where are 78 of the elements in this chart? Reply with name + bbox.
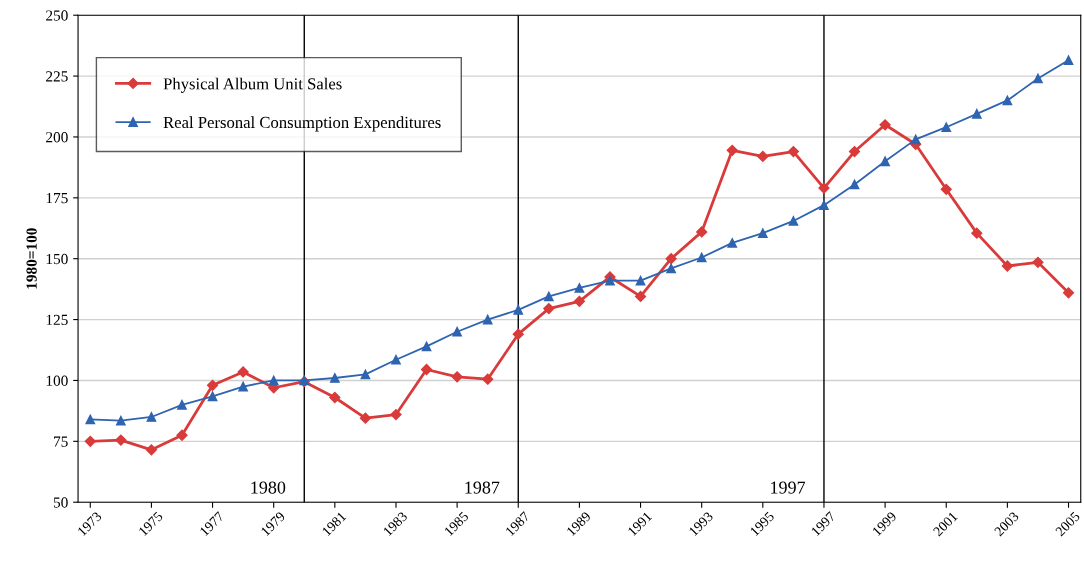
point	[420, 363, 433, 376]
point	[390, 408, 402, 421]
point	[176, 429, 188, 441]
point	[818, 182, 830, 194]
point	[788, 216, 799, 226]
y-axis-title: 1980=100	[26, 228, 37, 289]
y-tick-label: 250	[46, 10, 68, 21]
y-tick-label: 200	[46, 132, 68, 143]
point	[206, 379, 219, 391]
point	[512, 328, 524, 340]
point	[727, 238, 738, 248]
point	[451, 371, 463, 383]
point	[787, 145, 799, 158]
ref-line-label: 1997	[771, 481, 806, 494]
point	[635, 275, 646, 286]
point	[513, 304, 524, 315]
point	[359, 412, 372, 424]
point	[971, 108, 982, 119]
point	[543, 303, 555, 315]
point	[421, 341, 432, 352]
y-tick-label: 150	[46, 253, 68, 265]
point	[238, 381, 248, 392]
point	[1002, 95, 1013, 106]
point	[268, 375, 279, 386]
point	[329, 373, 340, 383]
point	[1001, 260, 1013, 272]
point	[329, 391, 341, 404]
point	[237, 366, 249, 378]
point	[84, 435, 96, 447]
point	[1033, 73, 1043, 84]
point	[757, 228, 768, 238]
point	[452, 326, 462, 337]
point	[482, 314, 493, 325]
point	[574, 283, 585, 293]
point	[819, 200, 829, 210]
y-tick-label: 50	[53, 497, 68, 508]
point	[1032, 256, 1044, 268]
y-tick-label: 75	[54, 436, 68, 447]
x-tick-label: 1991	[627, 511, 653, 537]
point	[1063, 55, 1074, 66]
point	[696, 252, 707, 263]
point	[634, 290, 647, 303]
y-tick-label: 125	[46, 314, 68, 326]
y-tick-label: 175	[46, 193, 68, 204]
point	[666, 263, 676, 274]
ref-line-label: 1980	[251, 481, 286, 494]
point	[940, 183, 952, 195]
y-tick-label: 100	[46, 375, 68, 386]
point	[726, 144, 738, 156]
point	[482, 373, 494, 385]
legend-label: Physical Album Unit Sales	[163, 77, 342, 93]
y-tick-label: 225	[46, 71, 68, 82]
point	[971, 227, 983, 239]
point	[665, 253, 677, 265]
point	[207, 391, 218, 402]
point	[391, 354, 401, 365]
point	[573, 295, 586, 307]
point	[941, 122, 952, 133]
point	[849, 179, 860, 190]
point	[543, 291, 554, 302]
x-tick-label: 1981	[321, 511, 347, 537]
point	[145, 444, 158, 456]
point	[910, 134, 921, 145]
point	[177, 399, 187, 410]
point	[360, 369, 371, 380]
point	[605, 275, 615, 286]
ref-line-label: 1987	[465, 481, 500, 494]
point	[879, 119, 891, 131]
point	[85, 414, 96, 425]
point	[115, 415, 126, 426]
point	[848, 145, 861, 158]
point	[115, 434, 127, 446]
point	[1062, 287, 1075, 299]
point	[146, 412, 157, 422]
point	[757, 150, 769, 163]
legend-label: Real Personal Consumption Expenditures	[163, 116, 441, 132]
point	[880, 156, 890, 167]
point	[696, 226, 708, 238]
